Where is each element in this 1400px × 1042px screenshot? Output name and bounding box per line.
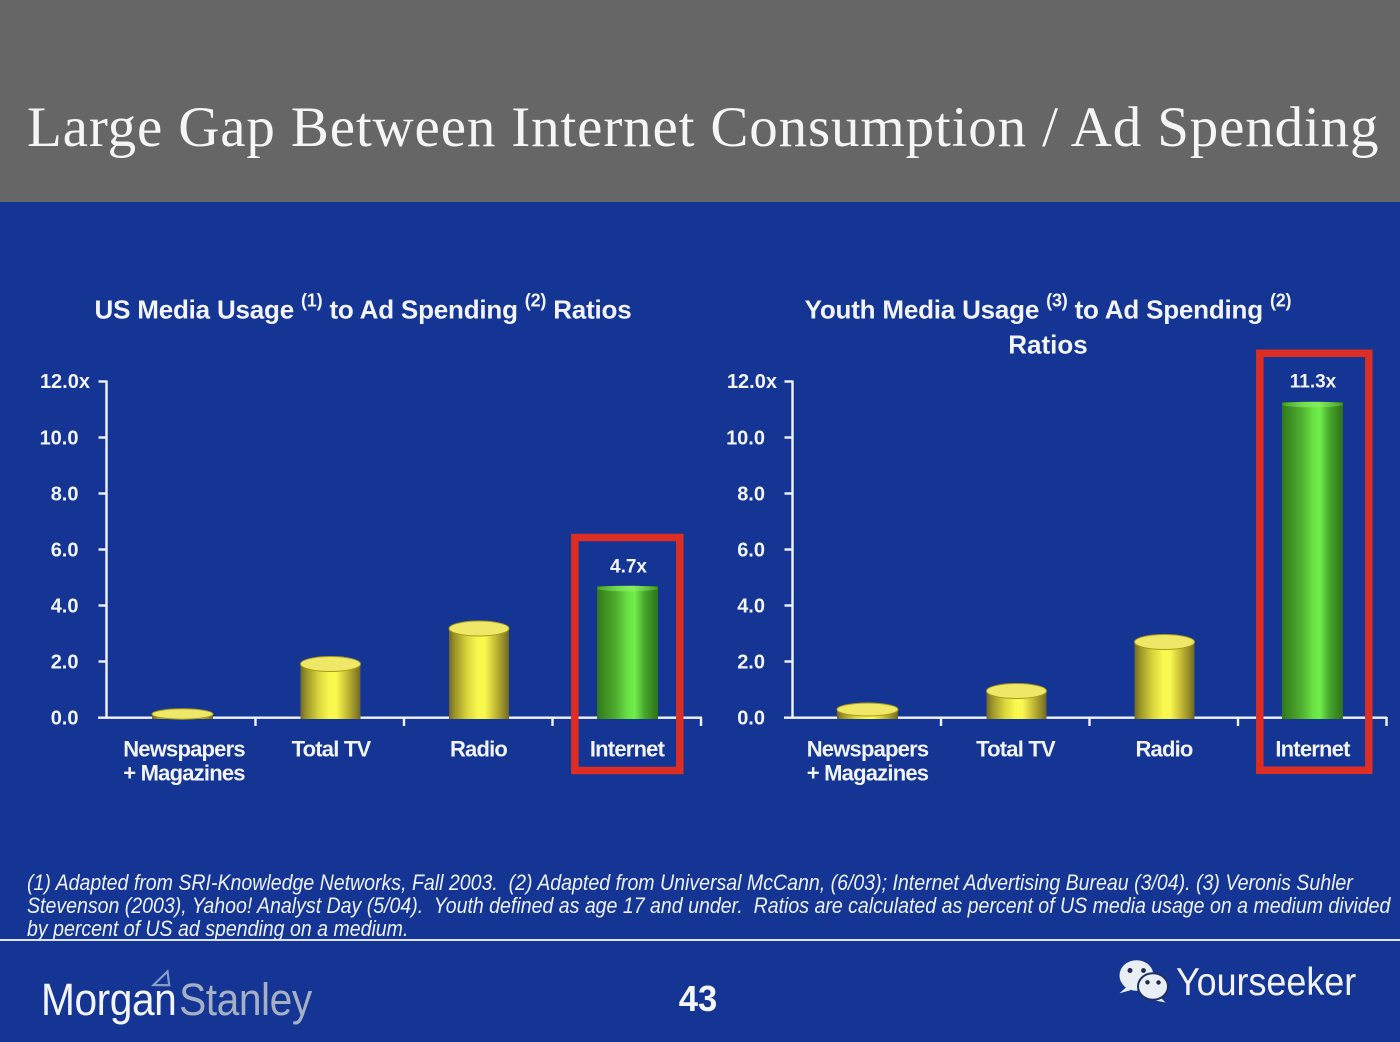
svg-text:Newspapers: Newspapers: [807, 737, 929, 762]
svg-text:US Media Usage (1) to Ad Spend: US Media Usage (1) to Ad Spending (2) Ra…: [95, 291, 632, 325]
svg-text:10.0: 10.0: [726, 428, 765, 450]
svg-text:+ Magazines: + Magazines: [807, 761, 929, 786]
svg-text:12.0x: 12.0x: [727, 371, 777, 393]
svg-text:Total TV: Total TV: [976, 737, 1056, 762]
svg-text:8.0: 8.0: [51, 484, 79, 506]
svg-text:12.0x: 12.0x: [40, 371, 90, 393]
svg-text:4.7x: 4.7x: [610, 557, 647, 578]
svg-text:11.3x: 11.3x: [1290, 372, 1337, 393]
svg-text:10.0: 10.0: [40, 428, 79, 450]
svg-text:Radio: Radio: [1135, 737, 1192, 762]
svg-text:6.0: 6.0: [737, 540, 765, 562]
svg-text:6.0: 6.0: [51, 540, 79, 562]
svg-text:+ Magazines: + Magazines: [123, 761, 245, 786]
svg-text:Youth Media Usage (3) to Ad Sp: Youth Media Usage (3) to Ad Spending (2): [805, 291, 1292, 325]
svg-text:Newspapers: Newspapers: [123, 737, 245, 762]
svg-text:4.0: 4.0: [737, 596, 765, 618]
svg-text:Ratios: Ratios: [1008, 330, 1087, 360]
svg-text:2.0: 2.0: [51, 652, 79, 674]
svg-text:Internet: Internet: [1275, 737, 1351, 762]
svg-text:0.0: 0.0: [51, 708, 79, 730]
svg-text:Internet: Internet: [590, 737, 666, 762]
svg-text:8.0: 8.0: [737, 484, 765, 506]
svg-text:Radio: Radio: [450, 737, 507, 762]
svg-text:2.0: 2.0: [737, 652, 765, 674]
svg-text:4.0: 4.0: [51, 596, 79, 618]
svg-text:Total TV: Total TV: [292, 737, 372, 762]
svg-text:0.0: 0.0: [737, 708, 765, 730]
